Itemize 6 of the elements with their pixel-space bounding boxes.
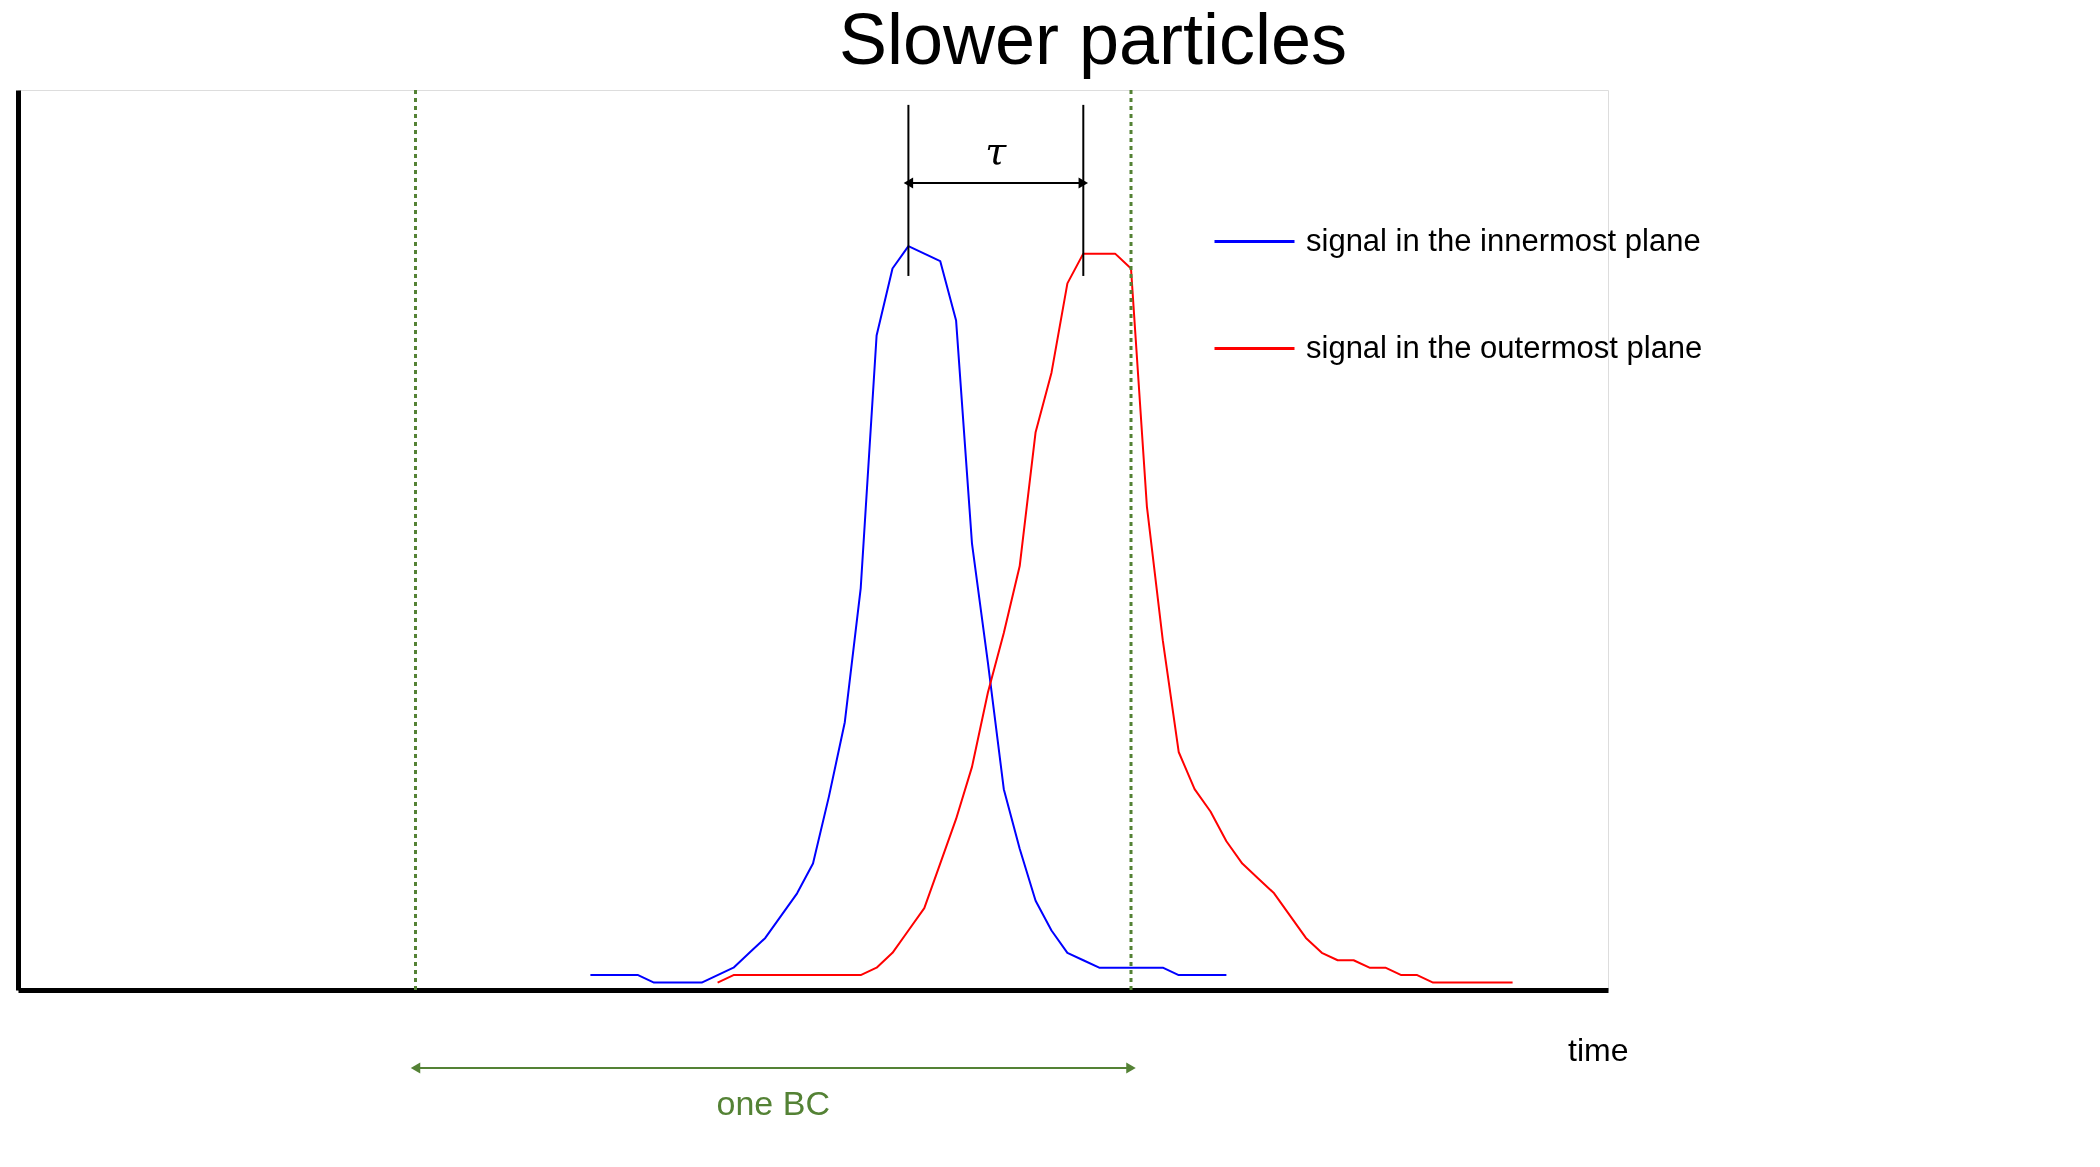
legend-label: signal in the outermost plane [1306, 329, 1703, 365]
text: τ [985, 128, 1008, 173]
legend-label: signal in the innermost plane [1306, 222, 1701, 258]
text: one BC [716, 1084, 830, 1122]
x-axis-title: time [1568, 1031, 1629, 1068]
chart-title: Slower particles [838, 0, 1348, 79]
